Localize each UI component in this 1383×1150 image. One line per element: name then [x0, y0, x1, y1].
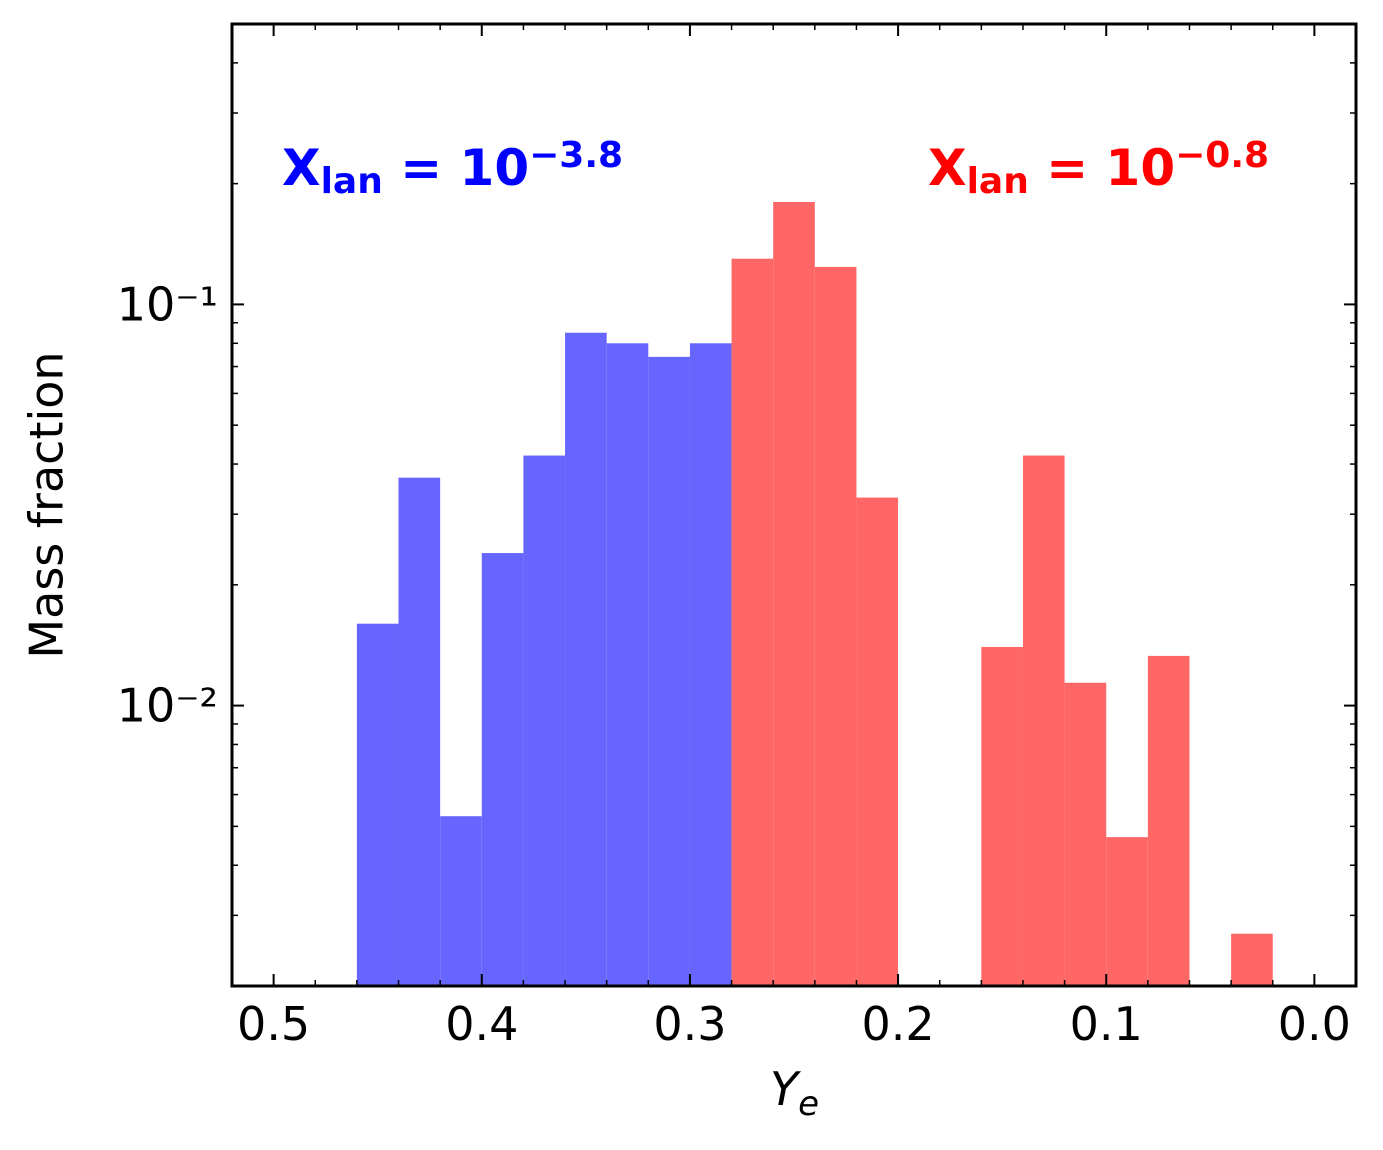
bar — [856, 497, 899, 986]
annotation-text: = 10 — [383, 139, 529, 197]
annotation-subscript: lan — [967, 161, 1029, 202]
bar — [481, 553, 524, 986]
plot-frame — [230, 22, 1358, 988]
x-axis-label: Ye — [770, 1062, 819, 1124]
bar — [689, 343, 732, 986]
bar — [648, 356, 690, 987]
bar — [773, 202, 815, 986]
bar — [523, 455, 566, 986]
bar — [398, 477, 441, 986]
bar — [1231, 933, 1273, 986]
annotation-superscript: −3.8 — [529, 135, 623, 176]
bar — [981, 646, 1023, 986]
annotation-subscript: lan — [321, 161, 383, 202]
x-axis-label-main: Y — [770, 1062, 802, 1116]
annotation-superscript: −0.8 — [1175, 135, 1269, 176]
annotation-text: = 10 — [1029, 139, 1175, 197]
bar — [356, 623, 399, 986]
bar — [1106, 837, 1148, 986]
bar — [440, 816, 482, 986]
x-tick-label: 0.3 — [653, 997, 726, 1051]
bar — [731, 258, 774, 986]
x-axis-label-subscript: e — [798, 1084, 819, 1124]
y-axis-label: Mass fraction — [20, 351, 74, 658]
annotation: Xlan = 10−3.8 — [282, 135, 623, 202]
bar — [565, 332, 607, 987]
bar — [814, 266, 857, 986]
x-tick-label: 0.4 — [445, 997, 518, 1051]
bar — [1064, 682, 1107, 986]
x-tick-label: 0.0 — [1278, 997, 1351, 1051]
x-tick-label: 0.1 — [1070, 997, 1143, 1051]
annotation-text: X — [282, 139, 321, 197]
y-tick-label: 10⁻² — [117, 679, 218, 733]
x-tick-label: 0.2 — [861, 997, 934, 1051]
bar — [1022, 455, 1065, 986]
annotation: Xlan = 10−0.8 — [928, 135, 1269, 202]
y-tick-label: 10⁻¹ — [117, 277, 218, 331]
annotation-text: X — [928, 139, 967, 197]
x-tick-label: 0.5 — [237, 997, 310, 1051]
bar — [606, 343, 649, 986]
bar — [1147, 655, 1190, 986]
